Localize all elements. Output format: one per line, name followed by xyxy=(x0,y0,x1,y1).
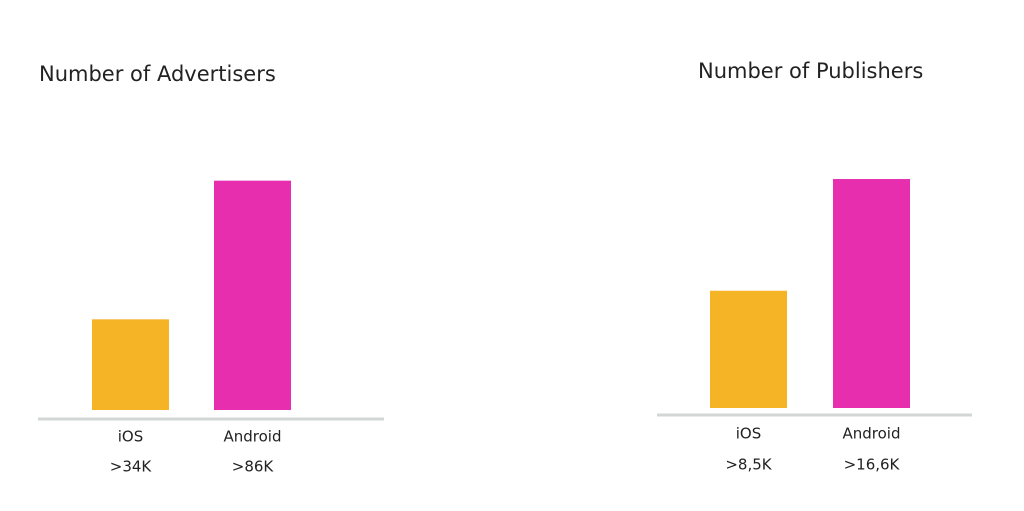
value-label: >34K xyxy=(110,458,153,476)
bar xyxy=(833,179,910,408)
bar xyxy=(214,180,291,410)
category-label: iOS xyxy=(736,425,762,443)
bar xyxy=(710,290,787,408)
category-label: Android xyxy=(843,425,901,443)
category-label: iOS xyxy=(118,428,144,446)
value-label: >16,6K xyxy=(844,456,901,474)
value-label: >86K xyxy=(232,458,275,476)
category-label: Android xyxy=(224,428,282,446)
bar xyxy=(92,319,169,410)
chart-title: Number of Advertisers xyxy=(39,62,276,86)
value-label: >8,5K xyxy=(725,456,772,474)
chart-title: Number of Publishers xyxy=(698,59,923,83)
